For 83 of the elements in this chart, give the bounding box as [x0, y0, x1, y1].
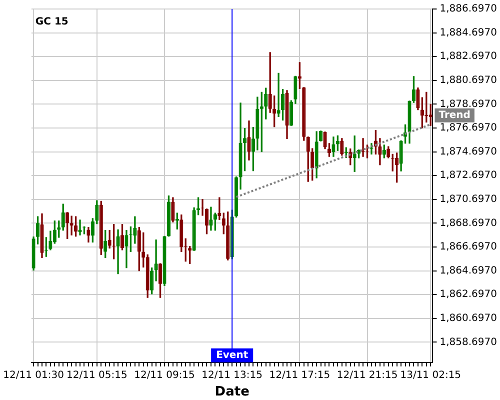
x-tick-label: 12/11 05:15 — [66, 370, 128, 381]
y-tick-label: 1,860.6970 — [440, 313, 498, 324]
candlestick — [133, 216, 137, 244]
y-tick-label: 1,872.6970 — [440, 170, 498, 182]
y-tick-label: 1,876.6970 — [440, 122, 498, 134]
candlestick — [146, 254, 150, 298]
candlestick — [209, 206, 213, 231]
candlestick — [260, 92, 264, 152]
candlestick — [61, 204, 65, 231]
y-tick-label: 1,882.6970 — [440, 51, 498, 62]
candlestick — [247, 120, 251, 160]
candlestick — [399, 140, 403, 172]
y-tick-label: 1,866.6970 — [440, 242, 498, 253]
candlestick — [319, 130, 323, 142]
candlestick — [268, 52, 272, 113]
candlestick — [32, 236, 36, 271]
candlestick — [95, 200, 99, 224]
y-tick-label: 1,862.6970 — [440, 289, 498, 300]
y-tick-label: 1,864.6970 — [440, 265, 498, 276]
y-tick-label: 1,880.6970 — [440, 74, 498, 86]
ref-line-label: Event — [216, 350, 248, 361]
candlestick — [386, 146, 390, 158]
x-tick-label: 12/11 09:15 — [134, 370, 195, 381]
candlestick — [323, 132, 327, 150]
candlestick — [314, 131, 318, 178]
candlestick — [78, 220, 82, 236]
x-tick-label: 12/11 13:15 — [202, 370, 262, 381]
candlestick — [108, 230, 112, 248]
candlestick — [188, 246, 192, 264]
candlestick — [276, 72, 280, 117]
x-axis-title: Date — [214, 384, 250, 400]
text: GC 15 — [35, 16, 68, 28]
y-tick-label: 1,870.6970 — [440, 194, 498, 205]
candlestick — [116, 229, 120, 274]
candlestick — [264, 88, 268, 120]
y-tick-label: 1,858.6970 — [440, 336, 498, 348]
y-tick-label: 1,868.6970 — [440, 218, 498, 229]
candlestick — [428, 104, 432, 126]
candlestick — [36, 216, 40, 244]
candlestick — [162, 236, 166, 286]
candlestick — [48, 230, 52, 250]
y-tick-label: 1,878.6970 — [440, 98, 498, 110]
candlestick — [289, 100, 294, 126]
series-label: Trend — [438, 110, 470, 121]
candlestick — [66, 212, 70, 239]
candlestick — [74, 216, 78, 237]
candlestick — [416, 88, 420, 110]
candlestick — [86, 227, 90, 243]
candlestick — [166, 195, 171, 237]
candlestick — [120, 224, 124, 250]
x-tick-label: 12/11 17:15 — [269, 370, 330, 381]
candlestick — [340, 138, 344, 156]
candlestick — [395, 152, 399, 183]
candlestick — [158, 263, 162, 298]
candlestick — [70, 216, 74, 236]
candlestick — [99, 200, 103, 256]
candlestick — [218, 197, 222, 220]
x-tick-label: 13/11 02:15 — [400, 370, 462, 381]
candlestick — [222, 212, 226, 234]
candlestick — [142, 232, 146, 268]
candlestick — [180, 214, 184, 252]
x-tick-label: 12/11 21:15 — [336, 370, 398, 381]
candlestick — [306, 136, 310, 182]
candlestick — [302, 87, 306, 141]
y-tick-label: 1,886.6970 — [440, 4, 498, 15]
candlestick — [192, 207, 196, 251]
candlestick — [226, 212, 230, 260]
candlestick — [90, 218, 94, 243]
candlestick — [137, 227, 141, 272]
candlestick — [40, 213, 44, 258]
y-tick-label: 1,874.6970 — [440, 146, 498, 158]
x-tick-label: 12/11 01:30 — [3, 370, 64, 381]
y-tick-label: 1,884.6970 — [440, 27, 498, 38]
candlestick — [171, 197, 175, 222]
candlestick — [104, 230, 108, 258]
candlestick — [352, 135, 356, 172]
candlestick — [124, 230, 128, 268]
candlestick — [256, 96, 260, 150]
candlestick — [378, 138, 382, 166]
candlestick — [332, 136, 336, 157]
candlestick — [310, 148, 314, 181]
candlestick — [298, 62, 302, 90]
candlestick — [285, 90, 289, 140]
